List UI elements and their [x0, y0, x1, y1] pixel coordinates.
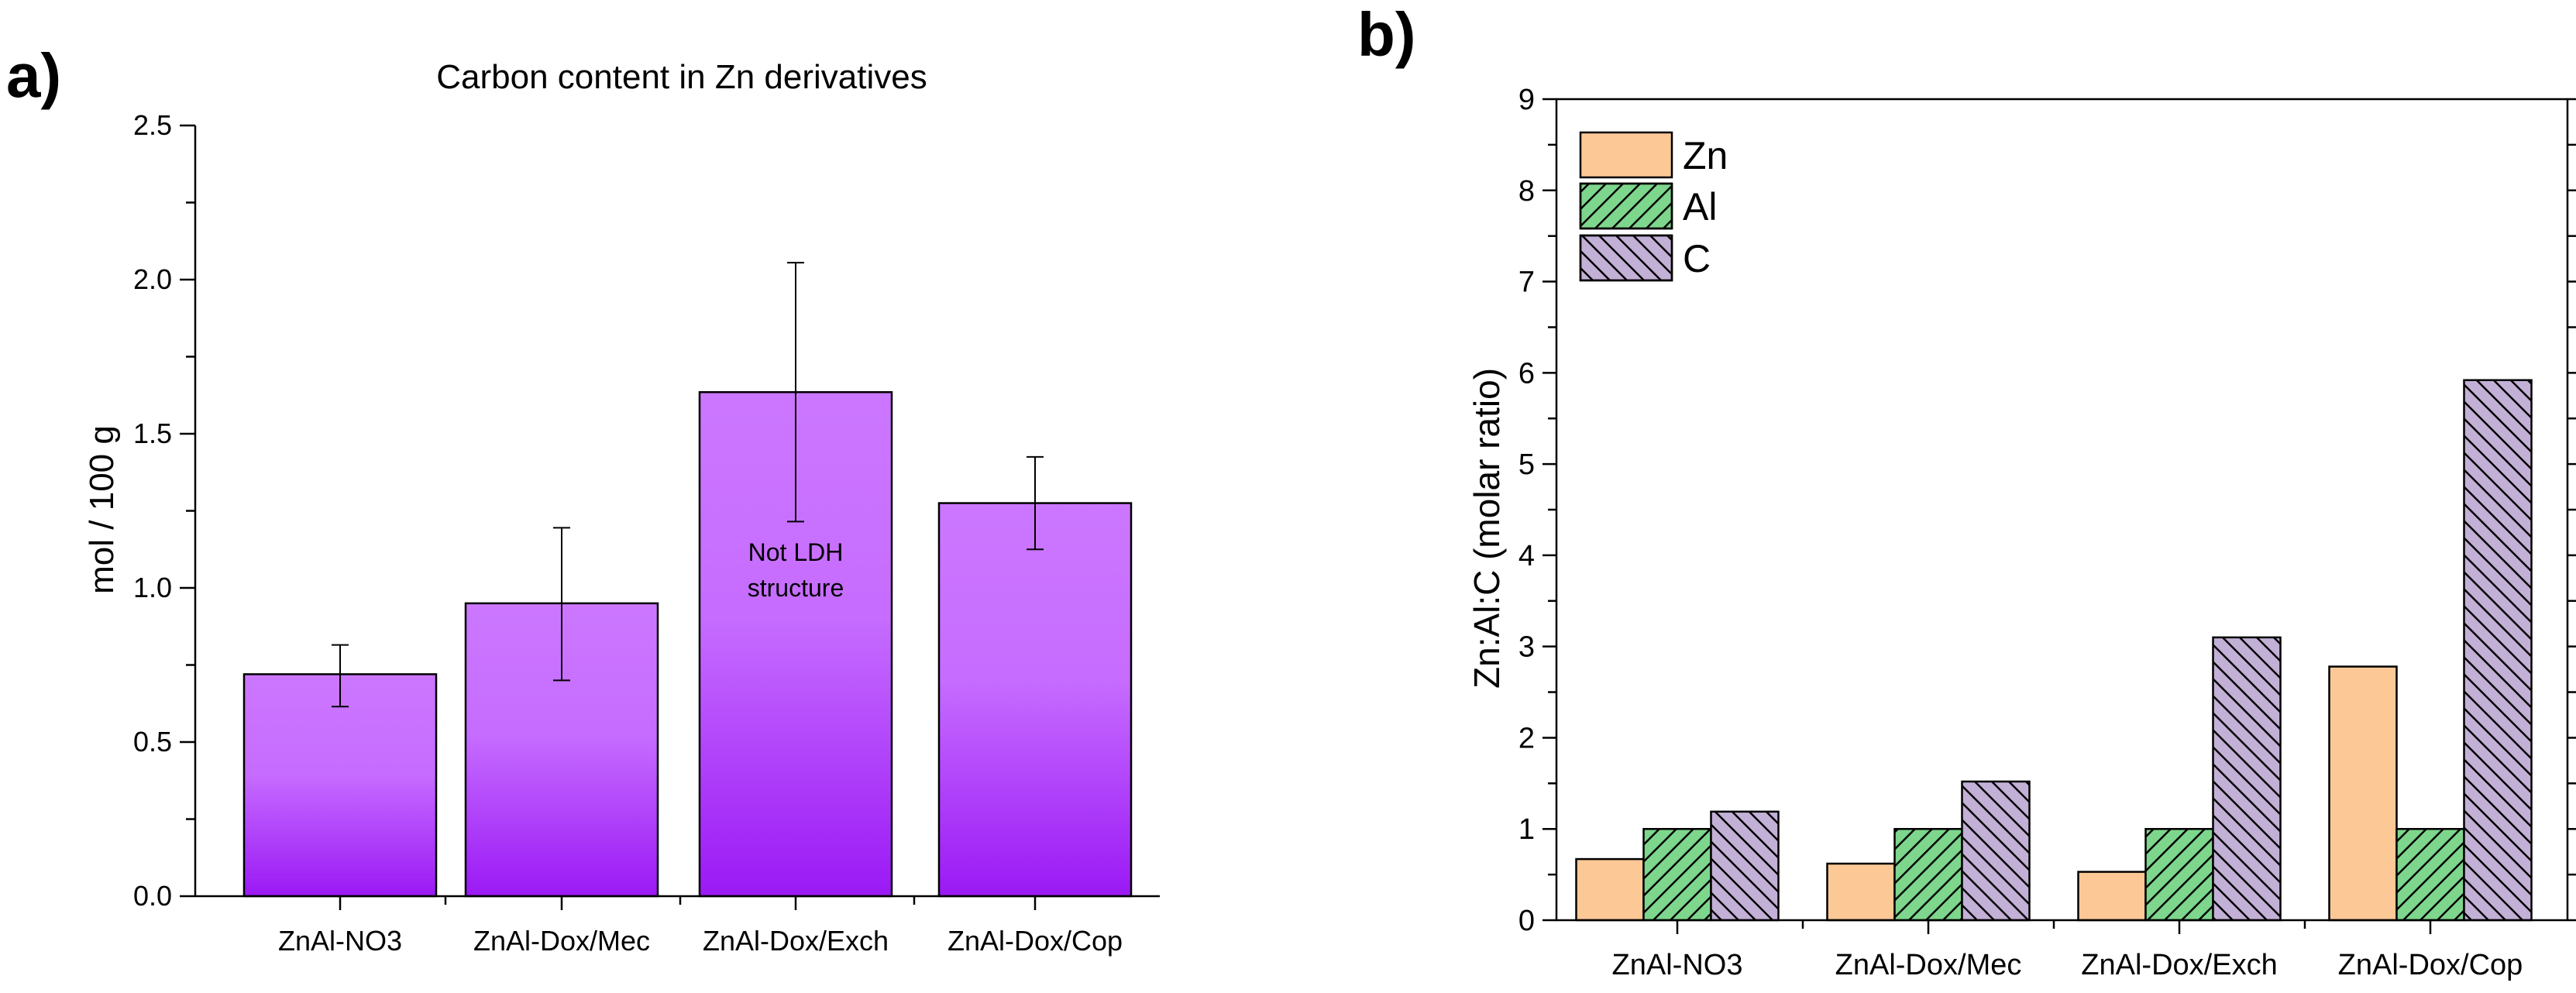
bar-outline: [1710, 810, 1780, 922]
bar-outline: [1642, 827, 1712, 922]
bar-zn-znal-dox-cop: [2329, 666, 2397, 920]
panel-a-bars: [242, 391, 1133, 898]
y-tick-label: 2: [1518, 722, 1535, 754]
legend-label-zn: Zn: [1683, 134, 1728, 177]
y-tick-label: 5: [1518, 448, 1535, 481]
y-tick-label: 0.5: [133, 726, 172, 758]
bar-znal-dox-cop: [937, 502, 1133, 898]
y-tick-label: 2.0: [133, 263, 172, 295]
bar-outline: [1961, 780, 2031, 922]
panel-b-frame: ZnAl-NO3 ZnAl-Dox/Mec ZnAl-Dox/Exch ZnAl-Do…: [1518, 84, 2576, 981]
legend-swatch-zn: [1579, 131, 1673, 179]
y-tick-label: 0: [1518, 905, 1535, 937]
bar-zn-znal-no3: [1576, 859, 1644, 920]
y-tick-label: 1.5: [133, 417, 172, 449]
y-tick-label: 9: [1518, 84, 1535, 116]
panel-a-annotation: Not LDH structure: [748, 538, 844, 602]
x-tick-label: ZnAl-Dox/Cop: [948, 925, 1123, 957]
y-tick-label: 6: [1518, 357, 1535, 390]
y-tick-label: 1.0: [133, 572, 172, 603]
panel-a-title: Carbon content in Zn derivatives: [436, 58, 927, 96]
y-tick-label: 7: [1518, 266, 1535, 299]
panel-a: a) Carbon content in Zn derivatives mol …: [6, 41, 1160, 957]
bar-outline: [2144, 827, 2214, 922]
x-tick-label: ZnAl-NO3: [1612, 949, 1743, 981]
bar-zn-znal-dox-exch: [2078, 871, 2146, 920]
annotation-line-2: structure: [748, 574, 844, 602]
x-tick-label: ZnAl-Dox/Mec: [473, 925, 650, 957]
annotation-line-1: Not LDH: [748, 538, 844, 566]
x-tick-label: ZnAl-NO3: [278, 925, 402, 957]
panel-b-legend: Zn Al C: [1579, 131, 1728, 282]
bar-outline: [2463, 379, 2533, 922]
y-tick-label: 2.5: [133, 109, 172, 141]
panel-a-y-axis-title: mol / 100 g: [83, 425, 121, 594]
panel-b-bars: [1575, 379, 2533, 922]
bar-outline: [1893, 827, 1963, 922]
panel-b-y-axis-title: Zn:Al:C (molar ratio): [1467, 368, 1507, 689]
y-tick-label: 0.0: [133, 880, 172, 912]
x-tick-label: ZnAl-Dox/Exch: [703, 925, 889, 957]
y-tick-label: 4: [1518, 540, 1535, 572]
y-tick-label: 3: [1518, 631, 1535, 664]
x-tick-label: ZnAl-Dox/Cop: [2338, 949, 2523, 981]
panel-b-label: b): [1357, 0, 1416, 69]
panel-a-label: a): [6, 41, 61, 110]
x-tick-label: ZnAl-Dox/Mec: [1835, 949, 2022, 981]
y-tick-label: 1: [1518, 813, 1535, 846]
panel-a-axes: ZnAl-NO3 ZnAl-Dox/Mec ZnAl-Dox/Exch ZnAl-Do…: [133, 109, 1160, 957]
panel-a-error-bars: [332, 262, 1044, 708]
x-tick-label: ZnAl-Dox/Exch: [2081, 949, 2277, 981]
bar-znal-no3: [242, 673, 438, 898]
legend-swatch-hatch: [1579, 182, 1673, 230]
bar-outline: [2212, 636, 2282, 922]
legend-label-c: C: [1683, 237, 1711, 280]
y-tick-label: 8: [1518, 175, 1535, 208]
legend-swatch-hatch: [1579, 234, 1673, 282]
bar-outline: [2395, 827, 2465, 922]
panel-b: b) Zn:Al:C (molar ratio) ZnAl-NO3 ZnAl-Do…: [1357, 0, 2576, 981]
bar-zn-znal-dox-mec: [1827, 863, 1895, 920]
legend-label-al: Al: [1683, 185, 1717, 228]
